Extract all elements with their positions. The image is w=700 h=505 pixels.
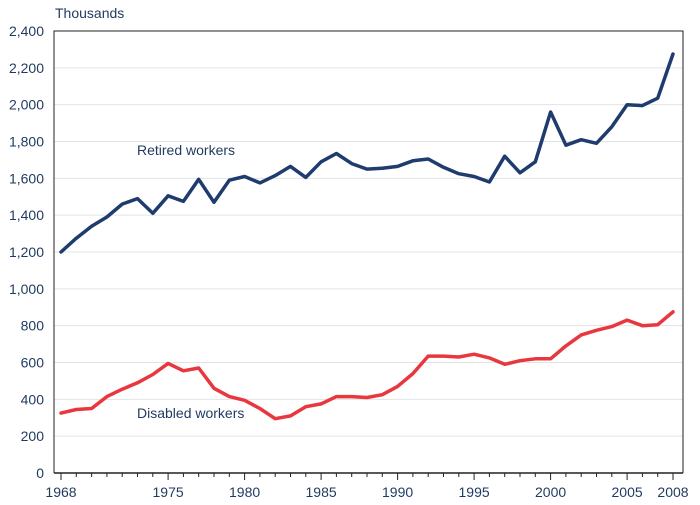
y-tick-label: 1,400 (9, 207, 44, 223)
y-axis-label: Thousands (55, 5, 124, 21)
x-tick-label: 2000 (535, 484, 566, 500)
y-tick-label: 2,400 (9, 23, 44, 39)
series-line-retired-workers (59, 52, 675, 254)
annotation-retired-workers: Retired workers (137, 142, 235, 158)
x-tick-label: 1985 (306, 484, 337, 500)
x-tick-label: 1980 (229, 484, 260, 500)
y-tick-label: 1,200 (9, 244, 44, 260)
x-tick-label: 2005 (612, 484, 643, 500)
x-tick-label: 1975 (153, 484, 184, 500)
annotation-disabled-workers: Disabled workers (137, 405, 244, 421)
x-tick-label: 1995 (459, 484, 490, 500)
y-tick-label: 1,800 (9, 134, 44, 150)
series-lines (59, 52, 675, 421)
axes (53, 30, 684, 480)
y-tick-label: 2,200 (9, 60, 44, 76)
x-tick-labels: 1968 1975 1980 1985 1990 1995 2000 2005 2008 (45, 484, 688, 500)
y-tick-label: 600 (21, 355, 45, 371)
x-tick-label: 1968 (45, 484, 76, 500)
x-tick-label: 1990 (382, 484, 413, 500)
x-tick-label: 2008 (657, 484, 688, 500)
plot-frame (53, 30, 684, 473)
y-tick-label: 1,600 (9, 170, 44, 186)
y-tick-labels: 0 200 400 600 800 1,000 1,200 1,400 1,600 1,800 2,… (9, 23, 44, 481)
y-tick-label: 200 (21, 428, 45, 444)
y-tick-label: 1,000 (9, 281, 44, 297)
y-tick-label: 400 (21, 391, 45, 407)
series-line-disabled-workers (59, 310, 675, 421)
y-tick-label: 2,000 (9, 97, 44, 113)
y-tick-label: 0 (36, 465, 44, 481)
y-tick-label: 800 (21, 318, 45, 334)
